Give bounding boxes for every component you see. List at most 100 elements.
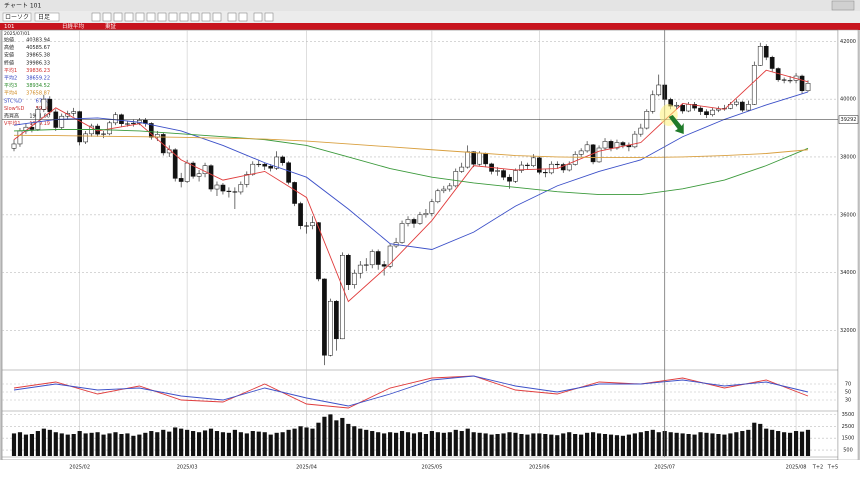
candle-body	[578, 150, 584, 155]
tool-icon[interactable]	[179, 12, 189, 22]
volume-bar	[220, 432, 226, 456]
tool-icon[interactable]	[91, 12, 101, 22]
volume-bar	[196, 432, 202, 456]
candle-body	[262, 163, 268, 167]
candle-body	[435, 190, 441, 203]
candle-body	[208, 165, 214, 190]
candle-body	[160, 134, 166, 154]
volume-bar	[549, 434, 554, 456]
volume-bar	[376, 432, 381, 456]
info-value: 39836.23	[26, 68, 50, 74]
tool-icon[interactable]	[264, 12, 274, 22]
tool-icon[interactable]	[113, 12, 123, 22]
volume-bar	[161, 429, 166, 456]
candle-body	[554, 163, 560, 166]
volume-bar	[125, 433, 130, 456]
candle-body	[256, 163, 262, 166]
candle-body	[101, 133, 106, 135]
future-label: T+2	[812, 465, 823, 471]
volume-bar	[382, 433, 387, 456]
tool-icon[interactable]	[124, 12, 134, 22]
candle-body	[799, 75, 805, 92]
volume-bar	[704, 432, 709, 456]
period-dropdown[interactable]	[34, 12, 60, 22]
candle-body	[244, 174, 250, 185]
info-value: 40585.67	[26, 45, 50, 51]
candle-body	[280, 156, 285, 164]
volume-bar	[788, 432, 793, 456]
candle-body	[686, 104, 691, 112]
volume-bar	[459, 431, 464, 456]
candle-body	[292, 182, 297, 204]
info-value: 38659.22	[26, 76, 50, 82]
candle-body	[465, 151, 471, 168]
tool-icon[interactable]	[135, 12, 145, 22]
volume-bar	[399, 431, 405, 456]
candle-body	[728, 104, 733, 109]
volume-bar	[698, 432, 703, 456]
candle-body	[453, 171, 459, 187]
candle-body	[351, 272, 357, 285]
candle-body	[387, 245, 393, 267]
candle-body	[47, 98, 53, 113]
volume-bar	[370, 431, 375, 456]
volume-bar	[758, 423, 763, 456]
x-tick-label: 2025/03	[177, 465, 198, 471]
series-line	[13, 375, 809, 409]
volume-bar	[752, 422, 757, 456]
info-value: 38934.52	[26, 83, 50, 89]
tool-icon[interactable]	[102, 12, 112, 22]
tool-icon[interactable]	[212, 12, 222, 22]
style-dropdown[interactable]	[2, 12, 32, 22]
candle-body	[268, 165, 274, 169]
candle-body	[739, 101, 745, 111]
volume-bar	[185, 429, 190, 456]
tool-icon[interactable]	[157, 12, 167, 22]
candle-body	[357, 264, 363, 274]
tool-icon[interactable]	[253, 12, 263, 22]
candle-body	[572, 154, 578, 165]
tool-icon[interactable]	[238, 12, 248, 22]
candle-body	[763, 46, 769, 58]
candle-body	[178, 178, 184, 182]
date-axis	[0, 460, 860, 484]
volume-bar	[214, 431, 220, 456]
candle-body	[471, 151, 477, 165]
candle-body	[620, 142, 626, 146]
candle-body	[399, 223, 405, 243]
volume-bar	[89, 432, 94, 456]
y-tick-label: 34000	[840, 270, 856, 276]
exchange: 東証	[105, 22, 117, 30]
info-label: V平均1	[4, 120, 21, 127]
cursor-date: 2025/07/01	[4, 31, 30, 37]
current-price-box	[838, 115, 859, 124]
candle-body	[310, 222, 315, 227]
candle-body	[602, 141, 608, 149]
close-button[interactable]	[831, 0, 855, 11]
candle-body	[220, 184, 226, 192]
volume-bar	[95, 432, 100, 456]
volume-bar	[740, 431, 745, 456]
x-tick-label: 2025/02	[69, 465, 90, 471]
info-label: 始値	[4, 37, 14, 44]
volume-bar	[447, 432, 452, 456]
tool-icon[interactable]	[227, 12, 237, 22]
candle-body	[214, 184, 220, 190]
y-tick-label: 500	[843, 448, 853, 454]
volume-bar	[244, 433, 249, 456]
candle-body	[769, 56, 775, 69]
candle-body	[423, 213, 429, 216]
y-tick-label: 30	[845, 398, 851, 404]
volume-bar	[59, 433, 64, 456]
volume-bar	[65, 434, 70, 456]
tool-icon[interactable]	[190, 12, 200, 22]
candle-body	[638, 127, 644, 135]
tool-icon[interactable]	[201, 12, 211, 22]
tool-icon[interactable]	[168, 12, 178, 22]
volume-bar	[364, 429, 369, 456]
symbol-code: 101	[4, 24, 15, 30]
volume-bar	[53, 432, 58, 456]
info-value: 37658.87	[26, 91, 50, 97]
tool-icon[interactable]	[146, 12, 156, 22]
